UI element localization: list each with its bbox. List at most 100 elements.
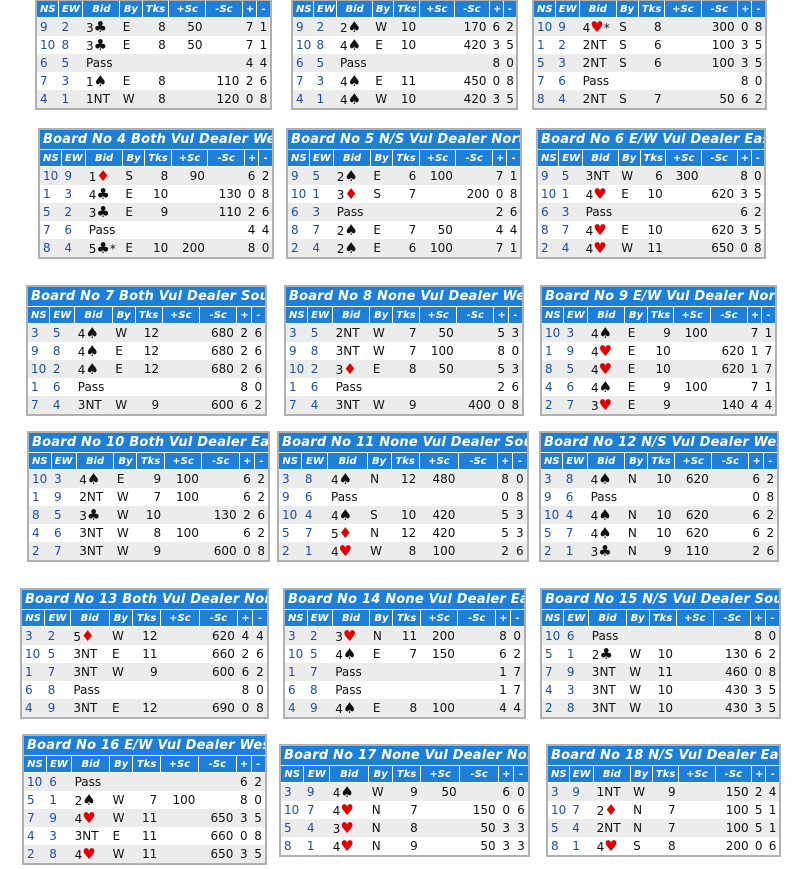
header-row: NS EW Bid By Tks +Sc -Sc + - [26,306,267,324]
column-header: Bid [331,609,371,627]
cell: 100 [419,342,457,360]
cell: 420 [419,506,459,524]
column-header: - [253,452,270,470]
cell: 600 [201,542,240,561]
cell: 11 [392,626,421,645]
cell: 6 [239,469,255,488]
cell: 5 [751,54,766,72]
cell: 1 [761,378,776,396]
cell: 10 [287,185,310,203]
cell: 620 [199,626,238,645]
cell: 6 [555,72,580,90]
cell [458,506,498,524]
cell: 2♠ [333,221,371,239]
cell: 620 [701,221,738,239]
cell: 10 [393,36,420,54]
cell: 150 [420,645,458,663]
cell: N [630,819,653,837]
column-header: By [624,452,649,470]
cell: 8 [751,17,766,36]
cell: 7 [132,791,161,809]
cell: 7 [309,221,334,239]
cell: 2 [251,772,266,791]
cell [112,378,136,396]
result-row: 7 4 3NT W 9 400 0 8 [285,396,523,415]
cell: 2 [555,36,580,54]
cell [392,681,421,699]
column-header: By [109,755,134,773]
column-header: Tks [651,765,680,783]
cell: 10 [292,36,314,54]
cell: 4♠ [74,323,113,342]
column-header: + [498,765,515,783]
result-row: 5 4 2NT N 7 100 5 1 [547,819,780,837]
cell: 8 [489,54,504,72]
cell: 9 [540,488,563,506]
cell: 3 [236,845,252,864]
cell: 3 [46,827,72,845]
column-header: NS [532,0,556,18]
column-header: - [513,765,530,783]
column-header: - [252,609,269,627]
title-row: Board No 11 None Vul Dealer South [278,432,528,453]
result-row: 10 3 4♠ E 9 100 7 1 [541,323,776,342]
cell: 12 [132,626,161,645]
column-header: By [625,609,650,627]
board-title: Board No 11 None Vul Dealer South [278,432,528,453]
cell: 4 [244,221,259,239]
cell: 11 [132,809,161,827]
column-header: NS [283,609,308,627]
cell: 4 [541,378,564,396]
cell: Pass [327,488,368,506]
cell: 11 [640,239,666,258]
cell: 8 [237,681,253,699]
result-row: 10 4 4♠ S 10 420 5 3 [278,506,528,524]
cell: W [109,791,133,809]
cell: 4 [303,819,330,837]
cell: 2 [287,239,310,258]
cell: S [630,837,653,856]
cell: 3♥ [332,626,370,645]
cell: E [119,17,143,36]
cell: 100 [715,801,752,819]
cell: 4♠ [76,469,114,488]
cell: 8 [46,845,72,864]
cell: 4♠ [587,469,625,488]
cell [164,506,202,524]
cell: 2 [252,663,268,681]
cell: W [369,342,393,360]
cell: E [122,185,145,203]
column-header: + [235,755,252,773]
cell: 1 [28,488,52,506]
cell [132,681,161,699]
cell: 3 [498,819,514,837]
cell: 11 [132,827,161,845]
cell: 1 [765,819,780,837]
result-row: 2 8 3NT W 10 430 3 5 [541,699,780,718]
cell: 6 [512,542,528,561]
cell: 150 [459,801,499,819]
board-title: Board No 8 None Vul Dealer West [285,286,523,307]
cell: 3 [313,72,337,90]
column-header: + [237,609,254,627]
cell: 1 [27,378,50,396]
cell [457,681,496,699]
cell: 8 [537,221,559,239]
cell: E [369,699,393,718]
cell: 12 [391,524,420,542]
column-header: +Sc [163,452,203,470]
title-row: Board No 17 None Vul Dealer North [280,745,529,766]
cell: 5 [493,323,509,342]
cell [459,782,499,801]
title-row: Board No 12 N/S Vul Dealer West [540,432,778,453]
cell: 1♦ [85,166,123,185]
cell [649,626,677,645]
column-header: +Sc [418,149,457,167]
result-row: 10 9 1♦ S 8 90 6 2 [39,166,273,185]
cell [678,837,716,856]
cell [199,378,237,396]
cell: 2 [503,17,517,36]
cell: 3 [489,36,504,54]
cell: 50 [420,782,460,801]
cell [420,681,458,699]
